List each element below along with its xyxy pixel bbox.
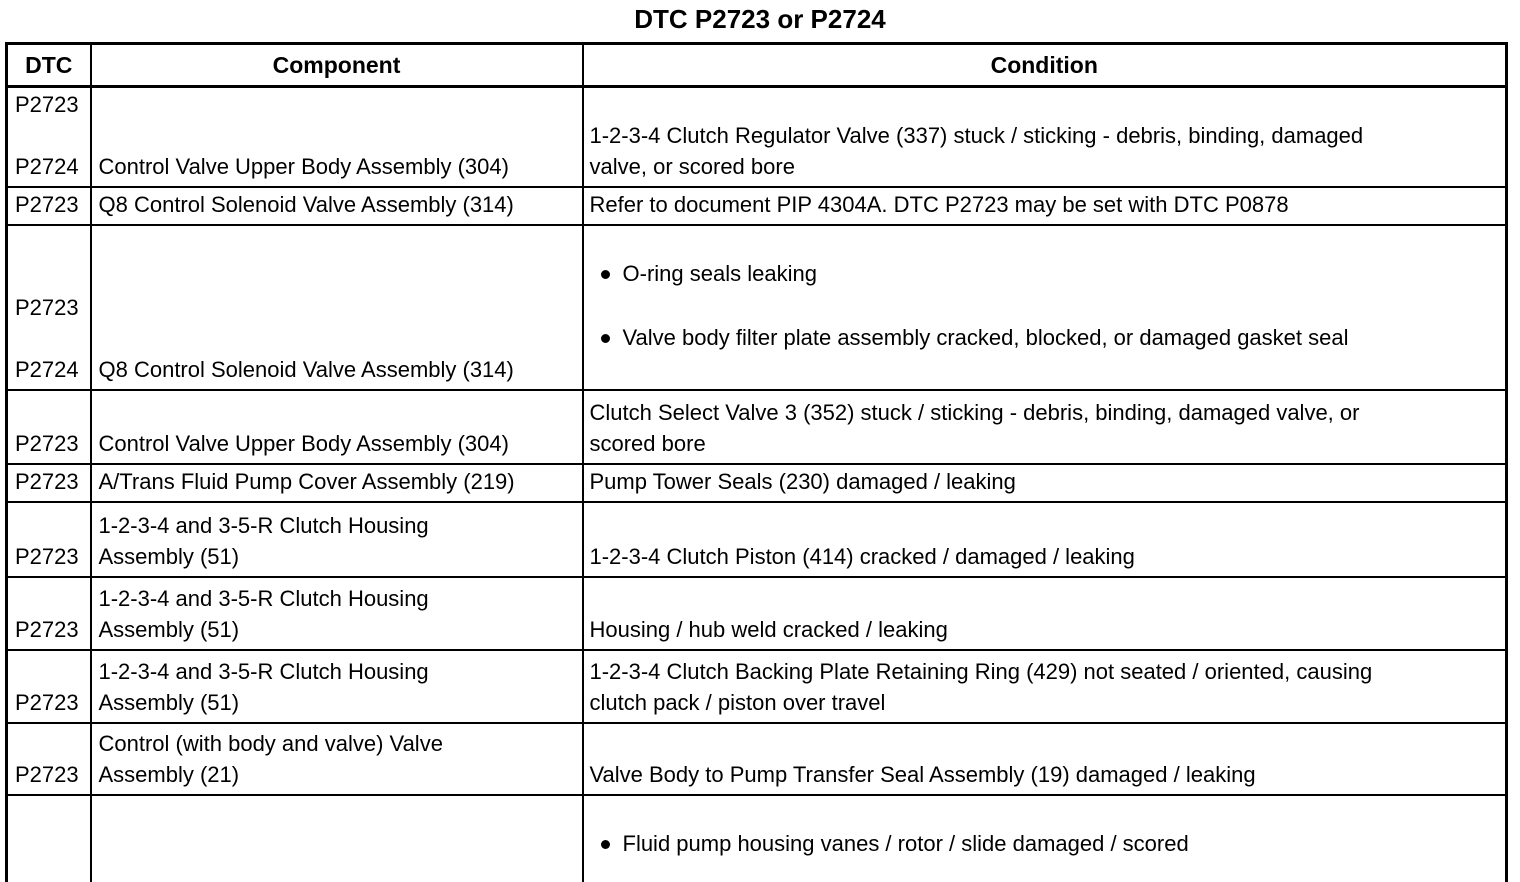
condition-bullet-item: Valve body filter plate assembly cracked… (590, 321, 1500, 354)
bullet-text: Fluid pump housing vanes / rotor / slide… (622, 830, 1189, 856)
table-row: P2723 Torque Converter (w/Fluid Pump) Ho… (5, 793, 1508, 882)
bullet-icon (600, 333, 610, 343)
dtc-cell: P2723 P2724 (5, 85, 92, 188)
component-cell: Q8 Control Solenoid Valve Assembly (314) (89, 223, 584, 391)
component-cell: Control Valve Upper Body Assembly (304) (89, 85, 584, 188)
bullet-icon (600, 839, 610, 849)
component-cell: 1-2-3-4 and 3-5-R Clutch Housing Assembl… (89, 575, 584, 651)
bullet-text: Valve body filter plate assembly cracked… (622, 324, 1349, 350)
dtc-cell: P2723 (5, 462, 92, 503)
condition-cell: 1-2-3-4 Clutch Regulator Valve (337) stu… (581, 85, 1508, 188)
component-cell: Control Valve Upper Body Assembly (304) (89, 388, 584, 465)
component-cell: A/Trans Fluid Pump Cover Assembly (219) (89, 462, 584, 503)
condition-cell: 1-2-3-4 Clutch Piston (414) cracked / da… (581, 500, 1508, 578)
column-header-condition: Condition (581, 42, 1508, 88)
table-row: P2723 1-2-3-4 and 3-5-R Clutch Housing A… (5, 575, 1508, 651)
table-row: P2723 Control Valve Upper Body Assembly … (5, 388, 1508, 465)
table-row: P2723 Control (with body and valve) Valv… (5, 721, 1508, 796)
page-title: DTC P2723 or P2724 (634, 4, 886, 34)
bullet-icon (600, 269, 610, 279)
condition-cell: O-ring seals leaking Valve body filter p… (581, 223, 1508, 391)
column-header-dtc: DTC (5, 42, 92, 88)
condition-bullet-item: O-ring seals leaking (590, 257, 1500, 290)
condition-cell: Housing / hub weld cracked / leaking (581, 575, 1508, 651)
table-row: P2723 P2724 Control Valve Upper Body Ass… (5, 85, 1508, 188)
condition-cell: 1-2-3-4 Clutch Backing Plate Retaining R… (581, 648, 1508, 724)
dtc-cell: P2723 (5, 793, 92, 882)
component-cell: 1-2-3-4 and 3-5-R Clutch Housing Assembl… (89, 500, 584, 578)
table-row: P2723 Q8 Control Solenoid Valve Assembly… (5, 185, 1508, 226)
component-cell: Q8 Control Solenoid Valve Assembly (314) (89, 185, 584, 226)
dtc-cell: P2723 (5, 575, 92, 651)
table-row: P2723 P2724 Q8 Control Solenoid Valve As… (5, 223, 1508, 391)
dtc-cell: P2723 (5, 185, 92, 226)
dtc-cell: P2723 (5, 721, 92, 796)
dtc-condition-table: DTC Component Condition P2723 P2724 Cont… (5, 42, 1508, 882)
table-row: P2723 1-2-3-4 and 3-5-R Clutch Housing A… (5, 648, 1508, 724)
dtc-cell: P2723 P2724 (5, 223, 92, 391)
component-cell: Torque Converter (w/Fluid Pump) Housing … (89, 793, 584, 882)
header-row: DTC Component Condition (5, 42, 1508, 88)
condition-cell: Fluid pump housing vanes / rotor / slide… (581, 793, 1508, 882)
table-row: P2723 1-2-3-4 and 3-5-R Clutch Housing A… (5, 500, 1508, 578)
condition-bullet-item: Fluid pump housing vanes / rotor / slide… (590, 827, 1500, 860)
component-cell: Control (with body and valve) Valve Asse… (89, 721, 584, 796)
table-row: P2723 A/Trans Fluid Pump Cover Assembly … (5, 462, 1508, 503)
condition-cell: Clutch Select Valve 3 (352) stuck / stic… (581, 388, 1508, 465)
column-header-component: Component (89, 42, 584, 88)
condition-cell: Valve Body to Pump Transfer Seal Assembl… (581, 721, 1508, 796)
dtc-cell: P2723 (5, 500, 92, 578)
dtc-cell: P2723 (5, 648, 92, 724)
bullet-text: O-ring seals leaking (622, 260, 817, 286)
dtc-cell: P2723 (5, 388, 92, 465)
component-cell: 1-2-3-4 and 3-5-R Clutch Housing Assembl… (89, 648, 584, 724)
condition-cell: Pump Tower Seals (230) damaged / leaking (581, 462, 1508, 503)
condition-cell: Refer to document PIP 4304A. DTC P2723 m… (581, 185, 1508, 226)
